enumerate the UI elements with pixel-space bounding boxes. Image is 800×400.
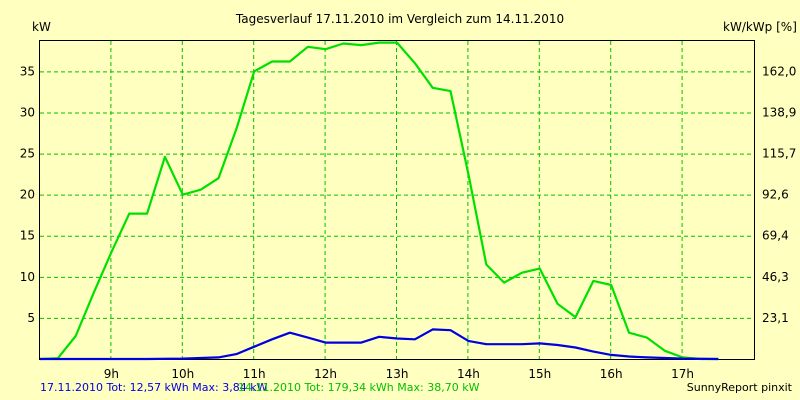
y-tick-label-left: 15 — [20, 229, 35, 243]
series-lines — [39, 41, 719, 361]
x-tick-label: 12h — [314, 367, 337, 381]
series-line-2 — [40, 328, 719, 361]
y-tick-label-left: 20 — [20, 188, 35, 202]
y-tick-label-left: 10 — [20, 270, 35, 284]
x-tick-label: 10h — [171, 367, 194, 381]
footer-green-stats: 14.11.2010 Tot: 179,34 kWh Max: 38,70 kW — [238, 381, 480, 394]
y-tick-label-right: 69,4 — [762, 229, 789, 243]
y-tick-label-right: 138,9 — [762, 105, 796, 119]
axes — [39, 40, 755, 360]
x-tick-label: 9h — [104, 367, 119, 381]
x-tick-label: 13h — [386, 367, 409, 381]
plot-frame — [39, 40, 755, 360]
x-tick-label: 16h — [600, 367, 623, 381]
y-tick-label-left: 25 — [20, 147, 35, 161]
y-tick-label-left: 5 — [27, 311, 35, 325]
y-tick-label-left: 30 — [20, 105, 35, 119]
footer-blue-stats: 17.11.2010 Tot: 12,57 kWh Max: 3,84 kW — [40, 381, 268, 394]
y-tick-label-right: 23,1 — [762, 311, 789, 325]
y-tick-label-right: 115,7 — [762, 147, 796, 161]
y-axis-label-left: kW — [32, 20, 51, 34]
y-tick-label-right: 162,0 — [762, 64, 796, 78]
series-line-1 — [39, 41, 719, 361]
y-tick-label-left: 35 — [20, 64, 35, 78]
y-axis-label-right: kW/kWp [%] — [723, 20, 797, 34]
x-tick-label: 14h — [457, 367, 480, 381]
tick-labels: 9h 10h 11h 12h 13h 14h 15h 16h 17h 5 10 15 20 25 30 35 2… — [20, 64, 797, 381]
y-tick-label-right: 92,6 — [762, 188, 789, 202]
footer-credit: SunnyReport pinxit — [686, 381, 792, 394]
x-tick-label: 17h — [671, 367, 694, 381]
chart-title: Tagesverlauf 17.11.2010 im Vergleich zum… — [235, 12, 564, 26]
x-tick-label: 15h — [528, 367, 551, 381]
x-tick-label: 11h — [243, 367, 266, 381]
y-tick-label-right: 46,3 — [762, 270, 789, 284]
grid — [40, 41, 754, 359]
